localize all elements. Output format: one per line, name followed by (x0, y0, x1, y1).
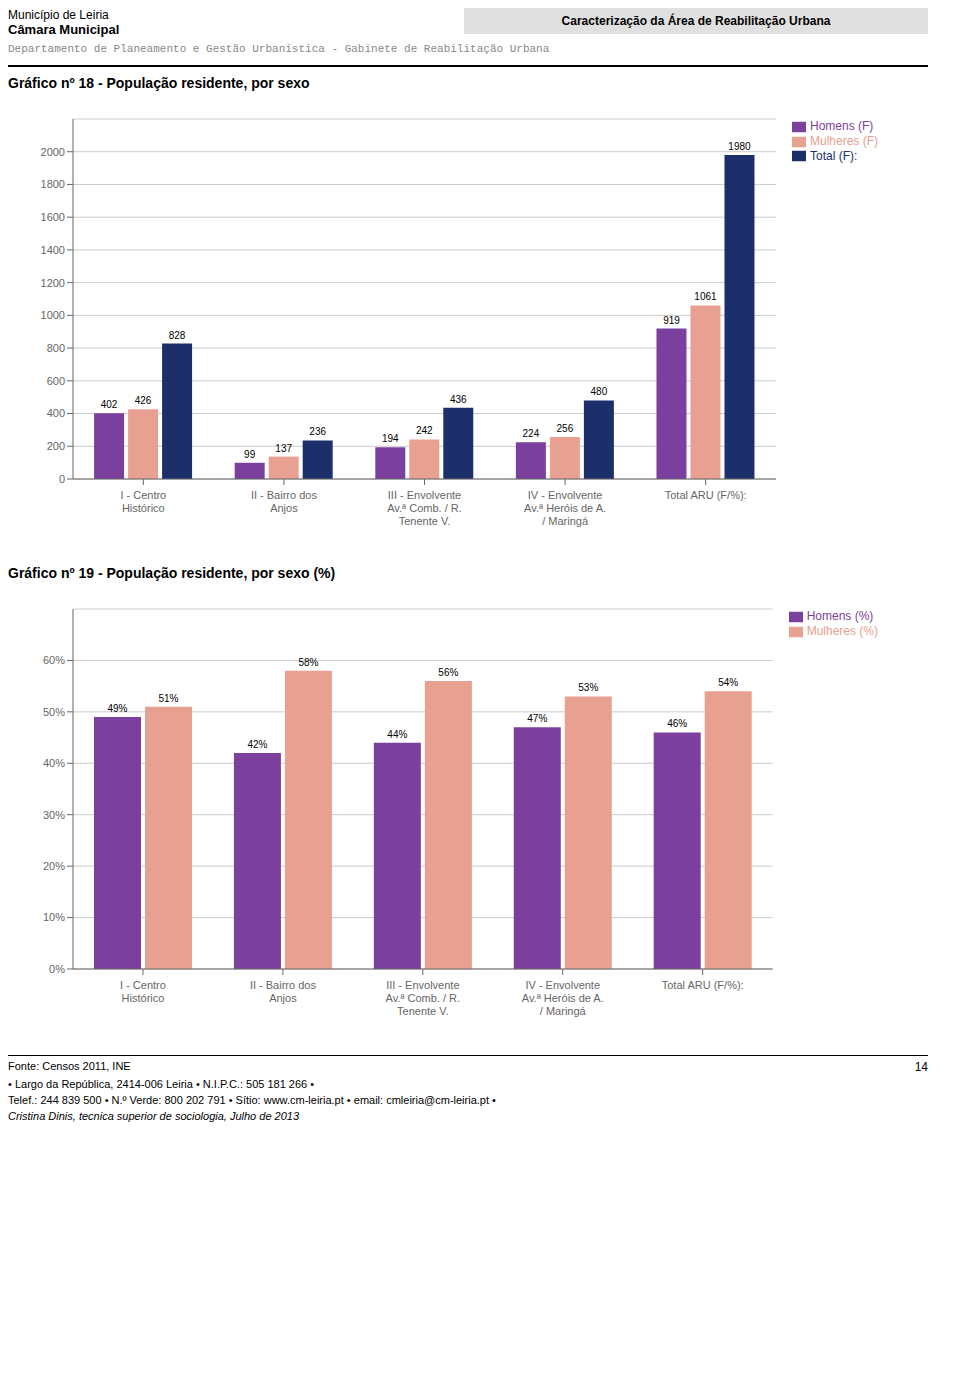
svg-text:42%: 42% (247, 739, 267, 750)
svg-text:47%: 47% (527, 713, 547, 724)
svg-text:II - Bairro dosAnjos: II - Bairro dosAnjos (250, 979, 317, 1004)
html-text:Gráfico nº 19 - População resi: Gráfico nº 19 - População residente, por… (8, 565, 336, 581)
svg-text:50%: 50% (43, 706, 65, 718)
svg-text:Total ARU (F/%):: Total ARU (F/%): (665, 489, 747, 501)
svg-text:400: 400 (47, 407, 65, 419)
svg-text:99: 99 (244, 449, 256, 460)
svg-text:1980: 1980 (728, 141, 751, 152)
svg-text:49%: 49% (107, 703, 127, 714)
svg-text:10%: 10% (43, 911, 65, 923)
svg-text:137: 137 (275, 443, 292, 454)
svg-text:IV - EnvolventeAv.ª Heróis de: IV - EnvolventeAv.ª Heróis de A./ Maring… (524, 489, 606, 527)
svg-text:236: 236 (309, 426, 326, 437)
svg-text:426: 426 (135, 395, 152, 406)
svg-text:1061: 1061 (694, 291, 717, 302)
svg-text:56%: 56% (438, 667, 458, 678)
svg-text:60%: 60% (43, 654, 65, 666)
svg-text:600: 600 (47, 375, 65, 387)
html-text:Departamento de Planeamento e: Departamento de Planeamento e Gestão Urb… (8, 43, 550, 55)
svg-text:20%: 20% (43, 860, 65, 872)
html-text:Total (F):: Total (F): (810, 148, 858, 163)
svg-text:1800: 1800 (41, 178, 65, 190)
html-text:Mulheres (%): Mulheres (%) (806, 623, 878, 638)
svg-text:1200: 1200 (41, 277, 65, 289)
svg-text:51%: 51% (158, 693, 178, 704)
svg-text:1600: 1600 (41, 211, 65, 223)
svg-text:II - Bairro dosAnjos: II - Bairro dosAnjos (251, 489, 318, 514)
svg-text:I - CentroHistórico: I - CentroHistórico (120, 489, 166, 514)
svg-text:224: 224 (523, 428, 540, 439)
svg-text:III - EnvolventeAv.ª Comb. / R: III - EnvolventeAv.ª Comb. / R.Tenente V… (387, 489, 462, 527)
svg-text:800: 800 (47, 342, 65, 354)
html-text:Homens (F): Homens (F) (810, 119, 874, 133)
html-text:Município de Leiria: Município de Leiria (8, 8, 109, 22)
svg-text:480: 480 (591, 386, 608, 397)
svg-text:828: 828 (169, 330, 186, 341)
svg-text:Total ARU (F/%):: Total ARU (F/%): (662, 979, 744, 991)
svg-text:256: 256 (557, 423, 574, 434)
svg-text:46%: 46% (667, 718, 687, 729)
html-text:Fonte: Censos 2011, INE: Fonte: Censos 2011, INE (8, 1060, 131, 1072)
svg-text:200: 200 (47, 440, 65, 452)
svg-text:0: 0 (59, 473, 65, 485)
html-text:Homens (%): Homens (%) (806, 609, 874, 623)
svg-text:1000: 1000 (41, 309, 65, 321)
svg-text:I - CentroHistórico: I - CentroHistórico (120, 979, 166, 1004)
html-text:Cristina Dinis, tecnica superi: Cristina Dinis, tecnica superior de soci… (8, 1110, 300, 1122)
svg-text:242: 242 (416, 425, 433, 436)
svg-text:40%: 40% (43, 757, 65, 769)
html-text:Câmara Municipal: Câmara Municipal (8, 22, 120, 37)
svg-text:44%: 44% (387, 729, 407, 740)
html-text:Caracterização da Área de Reab: Caracterização da Área de Reabilitação U… (561, 14, 831, 28)
svg-text:1400: 1400 (41, 244, 65, 256)
svg-text:402: 402 (101, 399, 118, 410)
html-text:Telef.: 244 839 500 • N.º Verd: Telef.: 244 839 500 • N.º Verde: 800 202… (8, 1094, 496, 1106)
svg-text:436: 436 (450, 394, 467, 405)
svg-text:2000: 2000 (41, 146, 65, 158)
svg-text:IV - EnvolventeAv.ª Heróis de: IV - EnvolventeAv.ª Heróis de A./ Maring… (522, 979, 604, 1017)
svg-text:30%: 30% (43, 809, 65, 821)
svg-text:54%: 54% (718, 677, 738, 688)
svg-text:58%: 58% (298, 657, 318, 668)
svg-text:194: 194 (382, 433, 399, 444)
svg-text:III - EnvolventeAv.ª Comb. / R: III - EnvolventeAv.ª Comb. / R.Tenente V… (386, 979, 461, 1017)
html-text:Mulheres (F): Mulheres (F) (810, 133, 878, 148)
svg-text:919: 919 (663, 315, 680, 326)
html-text:• Largo da República, 2414-006: • Largo da República, 2414-006 Leiria • … (8, 1078, 315, 1090)
svg-text:0%: 0% (49, 963, 65, 975)
html-text:Gráfico nº 18 - População resi: Gráfico nº 18 - População residente, por… (8, 75, 310, 91)
html-text:14: 14 (914, 1060, 928, 1074)
svg-text:53%: 53% (578, 682, 598, 693)
